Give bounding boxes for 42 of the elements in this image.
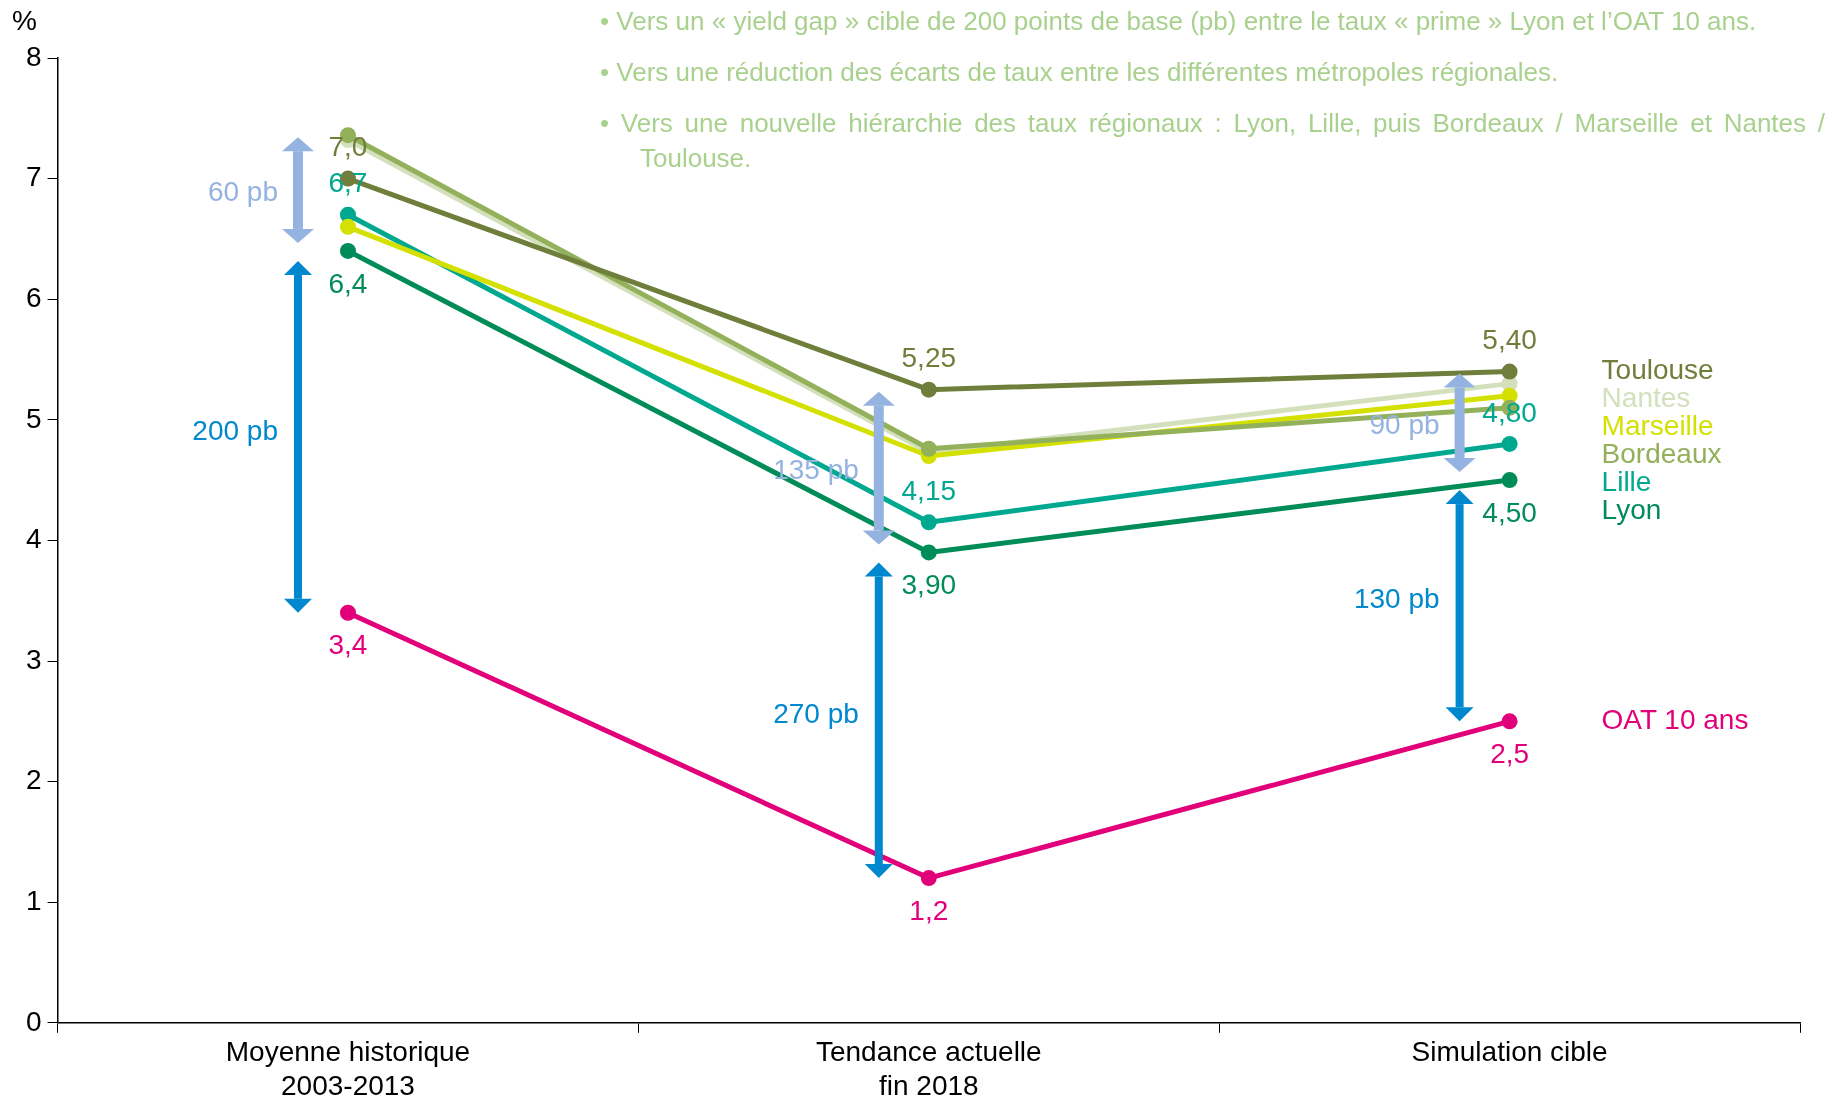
y-axis-title: % (12, 4, 37, 36)
point (1501, 363, 1518, 380)
x-tick-label: Tendance actuelle fin 2018 (815, 1036, 1042, 1101)
y-tick-label: 5 (25, 402, 42, 434)
point (920, 381, 937, 398)
data-label: 1,2 (909, 894, 949, 926)
point (920, 514, 937, 531)
annotation: 60 pb (207, 175, 278, 207)
data-label: 4,50 (1482, 496, 1537, 528)
annotation: 200 pb (192, 414, 278, 446)
y-tick-label: 2 (25, 764, 42, 796)
annotation: 130 pb (1353, 583, 1440, 615)
x-tick-label: Moyenne historique 2003-2013 (225, 1036, 471, 1101)
data-label: 5,25 (901, 342, 957, 374)
y-tick-label: 8 (25, 40, 42, 72)
point (1501, 435, 1518, 452)
data-label: 3,4 (328, 629, 368, 661)
y-tick-label: 6 (25, 281, 42, 313)
y-tick-label: 4 (25, 523, 42, 555)
text: OAT 10 ans (1601, 704, 1749, 736)
point (339, 218, 356, 235)
point (1501, 472, 1518, 489)
x-tick-label: Simulation cible (1411, 1036, 1608, 1068)
point (1501, 713, 1518, 730)
data-label: 3,90 (901, 569, 957, 601)
point (339, 242, 356, 259)
annotation: 270 pb (773, 697, 859, 729)
text: • Vers un « yield gap » cible de 200 points de base (pb) entre le taux « prime » Lyon et l’OAT 10 ans. (600, 5, 1758, 38)
annotation: • Vers une nouvelle hiérarchie des taux régionaux : Lyon, Lille, puis Bordeaux / Marseille et Nantes / Toulouse. (600, 107, 1825, 175)
y-tick-label: 7 (25, 161, 42, 193)
point (339, 604, 356, 621)
y-tick-label: 3 (25, 643, 42, 675)
annotation: • Vers une réduction des écarts de taux entre les différentes métropoles régionales. (600, 56, 1560, 89)
y-tick-label: 0 (25, 1005, 42, 1037)
point (920, 870, 937, 887)
point (920, 440, 937, 457)
data-label: 6,4 (328, 267, 368, 299)
y-tick-label: 1 (25, 884, 42, 916)
point (920, 544, 937, 561)
data-label: 5,40 (1482, 324, 1537, 356)
data-label: 4,15 (901, 475, 957, 507)
data-label: 2,5 (1490, 738, 1530, 770)
